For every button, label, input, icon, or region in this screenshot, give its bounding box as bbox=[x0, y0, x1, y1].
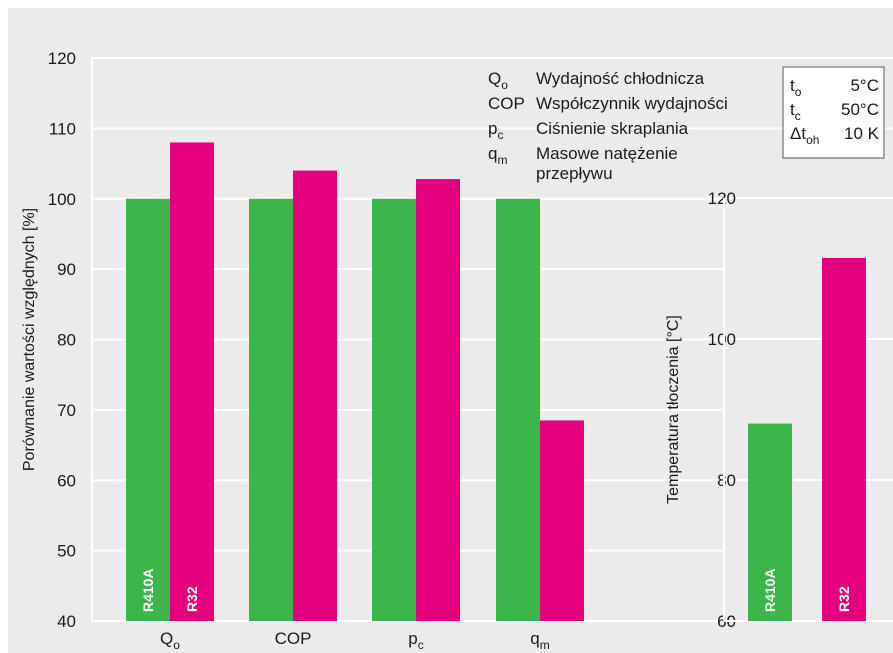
y-tick-label: 120 bbox=[708, 189, 736, 208]
condition-symbol-main: t bbox=[790, 76, 795, 95]
y-tick-label: 120 bbox=[48, 49, 76, 68]
bar-series-label: R410A bbox=[140, 568, 156, 612]
bar-r410a bbox=[496, 198, 540, 621]
x-tick-label-main: COP bbox=[275, 629, 312, 648]
x-tick-label: COP bbox=[275, 629, 312, 648]
y-tick-label: 40 bbox=[57, 612, 76, 631]
bar-r32 bbox=[293, 170, 337, 621]
legend-symbol-sub: m bbox=[497, 153, 507, 167]
y-tick-label: 100 bbox=[48, 190, 76, 209]
bar-r410a bbox=[748, 423, 792, 621]
x-tick-label-main: p bbox=[408, 629, 417, 648]
legend-symbol: qm bbox=[488, 144, 507, 167]
legend-symbol: COP bbox=[488, 94, 525, 113]
x-tick-label: qm bbox=[530, 629, 549, 652]
condition-symbol: Δtoh bbox=[790, 124, 819, 147]
condition-value: 5°C bbox=[850, 76, 879, 95]
condition-symbol-sub: c bbox=[795, 109, 801, 123]
legend-symbol-main: q bbox=[488, 144, 497, 163]
x-tick-label-sub: o bbox=[173, 638, 180, 652]
y-axis-title: Porównanie wartości względnych [%] bbox=[21, 208, 38, 471]
legend-symbol-sub: o bbox=[501, 78, 508, 92]
condition-value: 10 K bbox=[844, 124, 880, 143]
conditions-frame bbox=[782, 66, 885, 159]
legend-symbol-main: COP bbox=[488, 94, 525, 113]
bar-series-label: R410A bbox=[762, 568, 778, 612]
bar-r410a bbox=[249, 198, 293, 621]
y-tick-label: 110 bbox=[49, 119, 76, 138]
x-tick-label: Qo bbox=[160, 629, 180, 652]
legend-description: Ciśnienie skraplania bbox=[536, 119, 689, 138]
condition-symbol-main: t bbox=[790, 100, 795, 119]
bar-series-label: R32 bbox=[836, 586, 852, 612]
condition-symbol: to bbox=[790, 76, 802, 99]
condition-symbol: tc bbox=[790, 100, 801, 123]
y-tick-label: 80 bbox=[57, 331, 76, 350]
bar-r410a bbox=[372, 198, 416, 621]
legend-description: przepływu bbox=[536, 164, 613, 183]
legend-symbol: Qo bbox=[488, 69, 508, 92]
legend-description: Masowe natężenie bbox=[536, 144, 678, 163]
bar-r410a bbox=[126, 198, 170, 621]
x-tick-label-sub: c bbox=[418, 638, 424, 652]
y-axis-title: Temperatura tłoczenia [°C] bbox=[665, 315, 682, 504]
legend-symbol-main: p bbox=[488, 119, 497, 138]
bar-r32 bbox=[540, 420, 584, 621]
condition-symbol-sub: o bbox=[795, 85, 802, 99]
y-tick-label: 70 bbox=[57, 401, 76, 420]
bar-r32 bbox=[170, 142, 214, 621]
y-tick-label: 100 bbox=[708, 330, 736, 349]
y-tick-label: 80 bbox=[717, 471, 736, 490]
condition-symbol-sub: oh bbox=[806, 133, 819, 147]
bar-r32 bbox=[416, 179, 460, 622]
x-tick-label: pc bbox=[408, 629, 423, 652]
y-tick-label: 50 bbox=[57, 542, 76, 561]
legend-symbol: pc bbox=[488, 119, 503, 142]
conditions-box: to 5°C tc 50°C Δtoh 10 K bbox=[782, 66, 885, 159]
y-tick-label: 60 bbox=[57, 471, 76, 490]
left-chart: 40 50 60 70 80 90 100 110 120 Porównanie wartości… bbox=[21, 49, 893, 652]
y-tick-label: 90 bbox=[57, 260, 76, 279]
legend-symbol-main: Q bbox=[488, 69, 501, 88]
bar-r32 bbox=[822, 257, 866, 621]
condition-value: 50°C bbox=[841, 100, 879, 119]
legend-symbol-sub: c bbox=[497, 128, 503, 142]
x-tick-label-main: q bbox=[530, 629, 539, 648]
legend-description: Współczynnik wydajności bbox=[536, 94, 728, 113]
legend: Qo Wydajność chłodnicza COP Współczynnik wy… bbox=[488, 69, 728, 183]
x-tick-label-main: Q bbox=[160, 629, 173, 648]
x-tick-label-sub: m bbox=[540, 638, 550, 652]
legend-description: Wydajność chłodnicza bbox=[536, 69, 705, 88]
bar-series-label: R32 bbox=[184, 586, 200, 612]
condition-symbol-main: Δt bbox=[790, 124, 806, 143]
